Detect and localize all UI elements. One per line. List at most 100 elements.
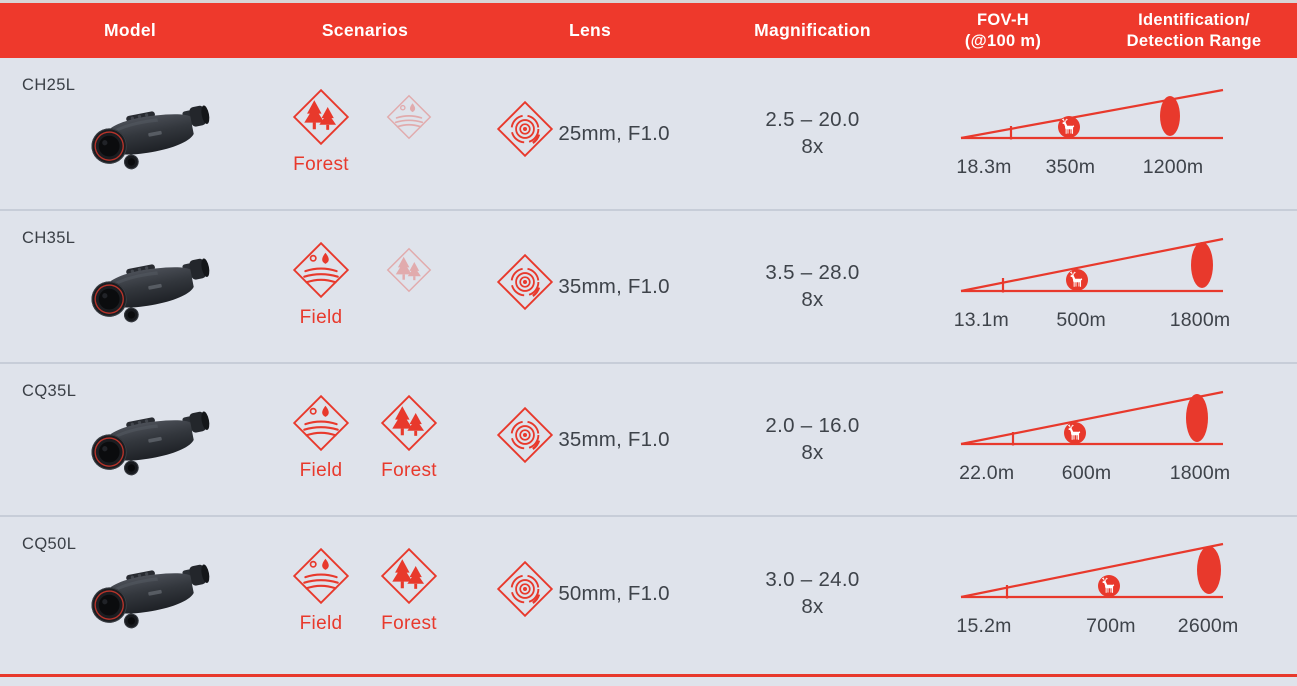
lens-cell: 50mm, F1.0 [470, 517, 710, 670]
product-row-ch35l: CH35L Field 35mm, F1.0 3.5 – 28.0 8x 13.… [0, 211, 1297, 364]
digital-zoom: 8x [801, 594, 824, 618]
forest-icon [292, 88, 350, 146]
column-header-magnification: Magnification [754, 20, 871, 40]
distance-labels: 13.1m 500m 1800m [953, 309, 1230, 335]
digital-zoom: 8x [801, 440, 824, 464]
model-cell: CH35L [0, 211, 260, 362]
monocular-product-image [70, 398, 226, 488]
lens-spec: 50mm, F1.0 [558, 581, 670, 605]
magnification-range: 2.0 – 16.0 [765, 413, 860, 437]
field-icon [292, 547, 350, 605]
column-header-fov: FOV-H (@100 m) [964, 11, 1042, 50]
detection-ellipse [1191, 242, 1213, 288]
scenario-field: Field [283, 390, 359, 482]
fov-range-cell: 18.3m 350m 1200m [915, 58, 1297, 209]
deer-icon [1058, 116, 1080, 138]
identification-value: 500m [1056, 309, 1106, 331]
fov-diagram [960, 390, 1224, 446]
scenario-label: Field [299, 613, 343, 634]
deer-icon [1066, 269, 1088, 291]
column-header-range: Identification/ Detection Range [1126, 11, 1262, 50]
scenario-label: Forest [381, 460, 437, 481]
scenario-label: Field [299, 307, 343, 328]
model-label: CH35L [22, 229, 76, 247]
magnification-cell: 3.5 – 28.0 8x [710, 211, 915, 362]
model-label: CH25L [22, 76, 76, 94]
identification-value: 600m [1061, 462, 1112, 484]
scenario-field: Field [283, 543, 359, 635]
bottom-strip [0, 670, 1297, 686]
monocular-product-image [70, 551, 226, 641]
scenario-label: Forest [381, 613, 437, 634]
scenario-field-inactive [371, 84, 447, 176]
scenarios-cell: Forest [260, 58, 470, 209]
scenario-forest: Forest [283, 84, 359, 176]
scenario-label: Field [299, 460, 343, 481]
monocular-product-image [70, 92, 226, 182]
magnification-cell: 2.5 – 20.0 8x [710, 58, 915, 209]
lens-spec: 25mm, F1.0 [558, 121, 670, 145]
lens-cell: 35mm, F1.0 [470, 364, 710, 515]
scenarios-cell: Field Forest [260, 517, 470, 670]
field-icon [386, 94, 432, 140]
lens-spec: 35mm, F1.0 [558, 427, 670, 451]
deer-icon [1098, 575, 1120, 597]
column-header-lens: Lens [568, 20, 612, 40]
lens-icon [496, 560, 554, 618]
fov-range-cell: 15.2m 700m 2600m [915, 517, 1297, 670]
fov-range-cell: 22.0m 600m 1800m [915, 364, 1297, 515]
fov-value: 13.1m [953, 309, 1009, 331]
model-cell: CQ35L [0, 364, 260, 515]
column-header-scenarios: Scenarios [321, 20, 409, 40]
magnification-cell: 2.0 – 16.0 8x [710, 364, 915, 515]
scenarios-cell: Field Forest [260, 364, 470, 515]
product-row-cq50l: CQ50L Field Forest 50mm, F1.0 3.0 – 24.0… [0, 517, 1297, 670]
lens-icon [496, 253, 554, 311]
detection-value: 1800m [1169, 309, 1231, 331]
monocular-product-image [70, 245, 226, 335]
model-cell: CQ50L [0, 517, 260, 670]
detection-ellipse [1186, 394, 1208, 442]
fov-value: 22.0m [959, 462, 1015, 484]
lens-cell: 35mm, F1.0 [470, 211, 710, 362]
magnification-cell: 3.0 – 24.0 8x [710, 517, 915, 670]
detection-ellipse [1197, 546, 1221, 594]
fov-diagram [960, 88, 1224, 140]
magnification-range: 2.5 – 20.0 [765, 107, 860, 131]
model-label: CQ50L [22, 535, 77, 553]
model-cell: CH25L [0, 58, 260, 209]
column-header-model: Model [103, 20, 157, 40]
detection-value: 2600m [1177, 615, 1239, 637]
distance-labels: 18.3m 350m 1200m [956, 156, 1227, 182]
field-icon [292, 241, 350, 299]
product-row-cq35l: CQ35L Field Forest 35mm, F1.0 2.0 – 16.0… [0, 364, 1297, 517]
field-icon [292, 394, 350, 452]
fov-value: 18.3m [956, 156, 1012, 178]
scenario-field: Field [283, 237, 359, 329]
digital-zoom: 8x [801, 134, 824, 158]
forest-icon [386, 247, 432, 293]
lens-cell: 25mm, F1.0 [470, 58, 710, 209]
forest-icon [380, 547, 438, 605]
detection-value: 1200m [1142, 156, 1204, 178]
scenario-label: Forest [293, 154, 349, 175]
magnification-range: 3.0 – 24.0 [765, 567, 860, 591]
identification-value: 700m [1086, 615, 1136, 637]
scenario-forest: Forest [371, 543, 447, 635]
bottom-accent-line [0, 674, 1297, 677]
detection-ellipse [1160, 96, 1180, 136]
deer-icon [1064, 422, 1086, 444]
forest-icon [380, 394, 438, 452]
table-header: Model Scenarios Lens Magnification FOV-H… [0, 3, 1297, 58]
lens-icon [496, 406, 554, 464]
product-row-ch25l: CH25L Forest 25mm, F1.0 2.5 – 20.0 8x 18… [0, 58, 1297, 211]
fov-diagram [960, 542, 1224, 599]
scenario-forest-inactive [371, 237, 447, 329]
model-label: CQ35L [22, 382, 77, 400]
distance-labels: 22.0m 600m 1800m [957, 462, 1230, 488]
lens-icon [496, 100, 554, 158]
identification-value: 350m [1045, 156, 1096, 178]
digital-zoom: 8x [801, 287, 824, 311]
fov-value: 15.2m [956, 615, 1012, 637]
fov-range-cell: 13.1m 500m 1800m [915, 211, 1297, 362]
